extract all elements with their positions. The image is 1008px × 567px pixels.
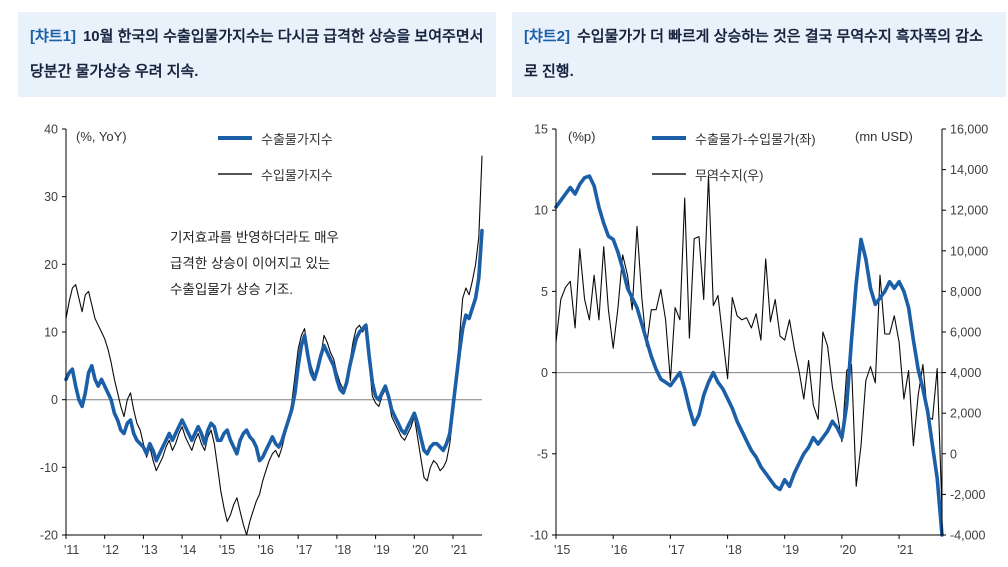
- chart1-annotation: 기저효과를 반영하더라도 매우 급격한 상승이 이어지고 있는 수출입물가 상승…: [170, 225, 339, 304]
- svg-text:'21: '21: [451, 543, 467, 557]
- svg-text:10,000: 10,000: [950, 244, 988, 258]
- chart2-panel: [챠트2] 수입물가가 더 빠르게 상승하는 것은 결국 무역수지 흑자폭의 감소…: [512, 12, 1006, 567]
- chart1-plot-area: 40 30 20 10 0 -10 -20 '11 '12 '13 '14 '15 '16 '17 '18 '…: [18, 117, 496, 567]
- svg-text:'17: '17: [668, 543, 684, 557]
- svg-text:8,000: 8,000: [950, 284, 981, 298]
- chart1-annotation-line3: 수출입물가 상승 기조.: [170, 282, 294, 298]
- svg-text:'16: '16: [611, 543, 627, 557]
- svg-text:'15: '15: [219, 543, 235, 557]
- chart1-title-text: 10월 한국의 수출입물가지수는 다시금 급격한 상승을 보여주면서 당분간 물…: [30, 28, 484, 81]
- svg-text:5: 5: [541, 284, 548, 298]
- chart2-legend-spread-label: 수출물가-수입물가(좌): [695, 131, 816, 147]
- import-line-swatch-icon: [218, 173, 252, 175]
- svg-text:0: 0: [51, 393, 58, 407]
- svg-text:'18: '18: [726, 543, 742, 557]
- svg-text:-2,000: -2,000: [950, 487, 985, 501]
- chart2-legend-tradebalance: 무역수지(우): [652, 165, 763, 184]
- svg-text:40: 40: [44, 122, 58, 136]
- spread-line-swatch-icon: [652, 136, 686, 140]
- svg-text:0: 0: [950, 447, 957, 461]
- svg-text:'19: '19: [374, 543, 390, 557]
- svg-text:-10: -10: [530, 528, 548, 542]
- svg-text:10: 10: [534, 203, 548, 217]
- chart1-canvas: 40 30 20 10 0 -10 -20 '11 '12 '13 '14 '15 '16 '17 '18 '…: [40, 122, 484, 557]
- svg-text:10: 10: [44, 325, 58, 339]
- chart1-annotation-line2: 급격한 상승이 이어지고 있는: [170, 255, 331, 271]
- svg-text:15: 15: [534, 122, 548, 136]
- chart1-panel: [챠트1] 10월 한국의 수출입물가지수는 다시금 급격한 상승을 보여주면서 …: [18, 12, 496, 567]
- svg-text:'17: '17: [296, 543, 312, 557]
- svg-text:14,000: 14,000: [950, 163, 988, 177]
- svg-text:0: 0: [541, 366, 548, 380]
- chart1-legend-import: 수입물가지수: [218, 165, 333, 184]
- svg-text:'11: '11: [64, 543, 79, 557]
- chart2-legend-tradebalance-label: 무역수지(우): [695, 167, 764, 183]
- svg-text:4,000: 4,000: [950, 366, 981, 380]
- chart1-annotation-line1: 기저효과를 반영하더라도 매우: [170, 229, 339, 245]
- chart2-title-box: [챠트2] 수입물가가 더 빠르게 상승하는 것은 결국 무역수지 흑자폭의 감소…: [512, 12, 1006, 97]
- chart1-title-box: [챠트1] 10월 한국의 수출입물가지수는 다시금 급격한 상승을 보여주면서 …: [18, 12, 496, 97]
- svg-text:16,000: 16,000: [950, 122, 988, 136]
- svg-text:'16: '16: [257, 543, 273, 557]
- export-line-swatch-icon: [218, 136, 252, 140]
- chart2-title-text: 수입물가가 더 빠르게 상승하는 것은 결국 무역수지 흑자폭의 감소로 진행.: [524, 28, 983, 81]
- chart1-left-axis-unit: (%, YoY): [76, 128, 127, 144]
- chart2-canvas: 15 10 5 0 -5 -10 16,000 14,000 12,000 10,000 8,000…: [530, 122, 988, 557]
- chart1-legend-import-label: 수입물가지수: [261, 167, 333, 183]
- trade-balance-line-swatch-icon: [652, 173, 686, 175]
- chart1-tag: [챠트1]: [30, 28, 76, 45]
- chart2-legend-spread: 수출물가-수입물가(좌): [652, 129, 816, 148]
- svg-text:-10: -10: [40, 460, 58, 474]
- chart1-legend-export-label: 수출물가지수: [261, 131, 333, 147]
- svg-text:-5: -5: [537, 447, 548, 461]
- chart2-tag: [챠트2]: [524, 28, 570, 45]
- svg-text:12,000: 12,000: [950, 203, 988, 217]
- svg-text:'15: '15: [554, 543, 570, 557]
- chart2-left-axis-unit: (%p): [568, 128, 596, 144]
- chart1-legend-export: 수출물가지수: [218, 129, 333, 148]
- svg-text:'12: '12: [103, 543, 119, 557]
- svg-text:6,000: 6,000: [950, 325, 981, 339]
- svg-text:30: 30: [44, 190, 58, 204]
- svg-text:'21: '21: [897, 543, 913, 557]
- svg-text:'20: '20: [840, 543, 856, 557]
- svg-text:'18: '18: [335, 543, 351, 557]
- chart2-plot-area: 15 10 5 0 -5 -10 16,000 14,000 12,000 10,000 8,000…: [512, 117, 1006, 567]
- svg-text:2,000: 2,000: [950, 406, 981, 420]
- svg-text:-4,000: -4,000: [950, 528, 985, 542]
- chart2-right-axis-unit: (mn USD): [855, 128, 913, 144]
- svg-text:'20: '20: [412, 543, 428, 557]
- svg-text:-20: -20: [40, 528, 58, 542]
- svg-text:20: 20: [44, 257, 58, 271]
- svg-text:'13: '13: [141, 543, 157, 557]
- svg-text:'14: '14: [180, 543, 196, 557]
- svg-text:'19: '19: [783, 543, 799, 557]
